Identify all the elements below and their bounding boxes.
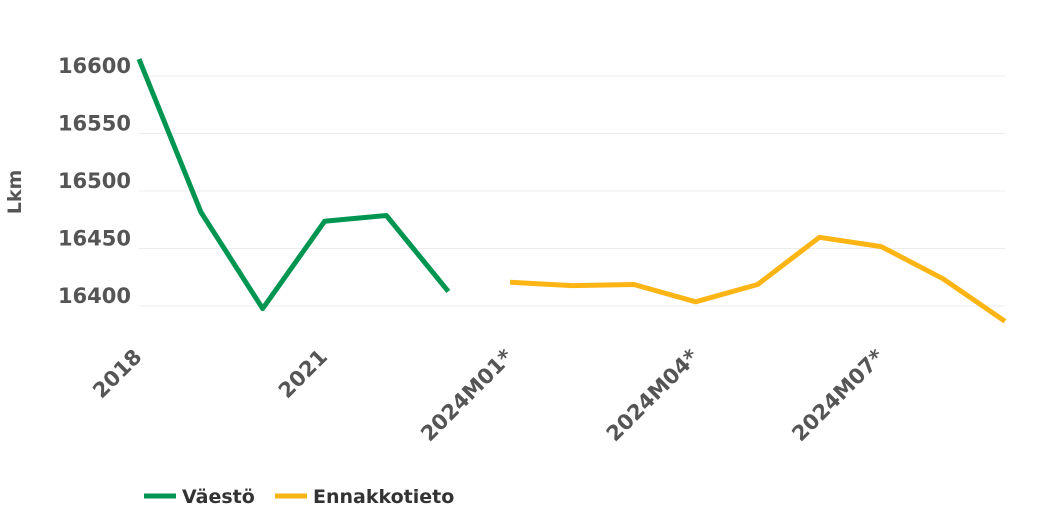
series-lines	[136, 58, 1007, 324]
y-axis-label: Lkm	[4, 170, 26, 215]
x-tick-label: 2018	[88, 345, 146, 403]
legend-label-ennakkotieto: Ennakkotieto	[313, 486, 454, 508]
y-tick-label: 16450	[58, 227, 131, 251]
y-tick-label: 16500	[58, 169, 131, 193]
y-tick-label: 16600	[58, 54, 131, 78]
x-axis-ticks: 2018 2021 2024M01* 2024M04* 2024M07*	[88, 345, 889, 447]
x-tick-label: 2024M07*	[787, 345, 889, 447]
y-axis-ticks: 16400 16450 16500 16550 16600	[58, 54, 131, 308]
y-tick-label: 16400	[58, 284, 131, 308]
x-tick-label: 2024M01*	[416, 345, 518, 447]
series-line-ennakkotieto	[509, 234, 1007, 324]
series-line-vaesto	[136, 58, 451, 312]
y-tick-label: 16550	[58, 112, 131, 136]
legend-label-vaesto: Väestö	[182, 486, 255, 508]
x-tick-label: 2021	[274, 345, 332, 403]
gridlines	[139, 75, 1005, 307]
legend: Väestö Ennakkotieto	[144, 486, 454, 508]
x-tick-label: 2024M04*	[602, 345, 704, 447]
